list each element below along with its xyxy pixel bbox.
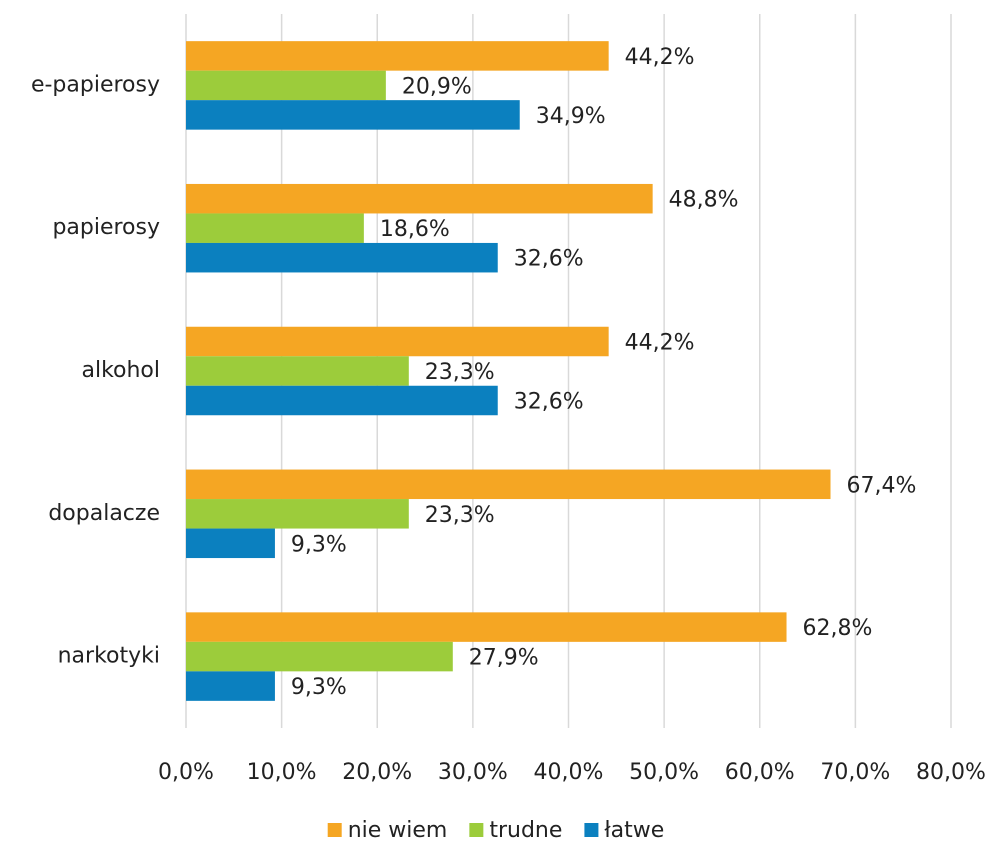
- data-label: 48,8%: [669, 188, 739, 213]
- bar: [186, 499, 409, 529]
- legend-label: nie wiem: [348, 818, 448, 841]
- y-tick-label: alkohol: [81, 358, 160, 383]
- legend-label: trudne: [489, 818, 562, 841]
- data-label: 20,9%: [402, 74, 472, 99]
- bar: [186, 641, 453, 672]
- x-tick-label: 30,0%: [438, 760, 508, 785]
- data-label: 9,3%: [291, 675, 347, 700]
- data-label: 44,2%: [625, 45, 695, 70]
- legend-swatch: [327, 823, 342, 837]
- bar: [186, 612, 787, 642]
- data-label: 9,3%: [291, 532, 347, 557]
- x-tick-label: 40,0%: [534, 760, 604, 785]
- x-tick-label: 0,0%: [158, 760, 214, 785]
- data-label: 23,3%: [425, 360, 495, 385]
- bar: [186, 242, 498, 273]
- data-label: 44,2%: [625, 331, 695, 356]
- data-label: 34,9%: [536, 104, 606, 129]
- legend-swatch: [584, 823, 599, 837]
- x-tick-label: 70,0%: [820, 760, 890, 785]
- bar: [186, 385, 498, 416]
- legend-swatch: [469, 823, 484, 837]
- data-label: 62,8%: [803, 616, 873, 641]
- x-tick-label: 50,0%: [629, 760, 699, 785]
- x-tick-label: 10,0%: [247, 760, 317, 785]
- bar: [186, 213, 364, 243]
- data-label: 18,6%: [380, 217, 450, 242]
- bar: [186, 469, 831, 500]
- x-tick-label: 60,0%: [725, 760, 795, 785]
- bar: [186, 41, 609, 71]
- y-tick-label: papierosy: [52, 215, 160, 240]
- data-label: 32,6%: [514, 390, 584, 415]
- data-label: 23,3%: [425, 503, 495, 528]
- legend-label: łatwe: [604, 818, 664, 841]
- y-tick-label: dopalacze: [48, 501, 160, 526]
- bar: [186, 183, 653, 214]
- data-label: 27,9%: [469, 646, 539, 671]
- bar: [186, 671, 275, 701]
- bar: [186, 356, 409, 386]
- bar: [186, 528, 275, 559]
- y-tick-label: e-papierosy: [31, 72, 160, 97]
- bar: [186, 100, 520, 130]
- data-label: 67,4%: [847, 473, 917, 498]
- y-tick-label: narkotyki: [58, 644, 160, 669]
- x-tick-label: 20,0%: [342, 760, 412, 785]
- x-tick-label: 80,0%: [916, 760, 986, 785]
- data-label: 32,6%: [514, 247, 584, 272]
- bar: [186, 326, 609, 357]
- bar: [186, 70, 386, 101]
